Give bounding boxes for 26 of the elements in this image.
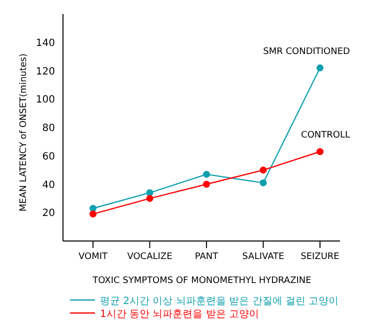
x-tick-label: VOCALIZE [127,252,173,262]
point [316,148,324,156]
annotation: CONTROLL [301,130,350,141]
annotation: SMR CONDITIONED [263,46,350,57]
x-tick-label: PANT [194,252,219,262]
legend-label: 1시간 동안 뇌파훈련을 받은 고양이 [100,309,260,320]
y-tick-label: 20 [42,208,55,220]
legend-label: 평균 2시간 이상 뇌파훈련을 받은 간질에 걸린 고양이 [100,296,339,307]
x-tick-label: SEIZURE [300,252,340,262]
y-tick-label: 120 [36,66,55,78]
y-tick-label: 140 [36,38,55,49]
point [146,194,154,202]
y-tick-label: 100 [36,94,55,106]
point [260,179,267,186]
point [203,180,210,188]
x-axis-title: TOXIC SYMPTOMS OF MONOMETHYL HYDRAZINE [92,276,312,286]
x-tick-label: VOMIT [78,252,108,262]
point [260,166,267,174]
point [316,64,324,72]
x-tick-label: SALIVATE [242,252,285,262]
point [90,210,96,218]
y-tick-label: 40 [42,180,55,191]
y-tick-label: 60 [42,151,55,162]
y-axis-title: MEAN LATENCY of ONSET(minutes) [19,54,29,212]
point [203,170,210,178]
y-tick-label: 80 [42,123,55,134]
